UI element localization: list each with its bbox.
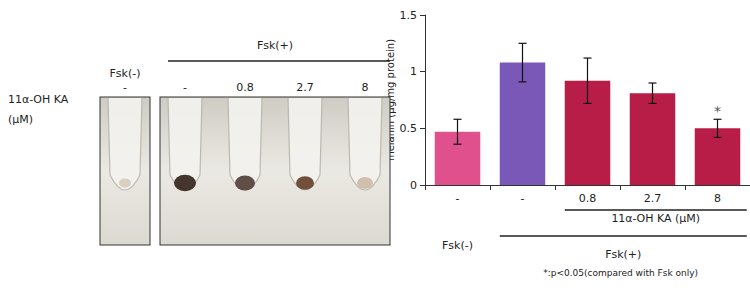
- svg-text:8: 8: [714, 192, 721, 205]
- svg-text:11α-OH KA (μM): 11α-OH KA (μM): [611, 212, 700, 225]
- svg-text:-: -: [123, 81, 127, 94]
- svg-text:Fsk(-): Fsk(-): [110, 67, 141, 80]
- svg-text:0.5: 0.5: [400, 122, 418, 135]
- svg-text:0.8: 0.8: [236, 81, 254, 94]
- svg-text:*: *: [714, 103, 721, 119]
- svg-text:1: 1: [410, 65, 417, 78]
- svg-text:-: -: [456, 192, 460, 205]
- svg-text:11α-OH KA: 11α-OH KA: [8, 93, 69, 106]
- svg-text:-: -: [521, 192, 525, 205]
- svg-text:2.7: 2.7: [644, 192, 662, 205]
- svg-text:-: -: [183, 81, 187, 94]
- svg-text:8: 8: [362, 81, 369, 94]
- svg-text:*:p<0.05(compared with Fsk onl: *:p<0.05(compared with Fsk only): [543, 268, 698, 278]
- svg-text:Fsk(+): Fsk(+): [257, 39, 293, 52]
- svg-text:0: 0: [410, 179, 417, 192]
- svg-text:1.5: 1.5: [400, 9, 418, 22]
- svg-text:Fsk(-): Fsk(-): [442, 239, 473, 252]
- svg-text:0.8: 0.8: [579, 192, 597, 205]
- svg-text:(μM): (μM): [8, 113, 33, 126]
- svg-text:2.7: 2.7: [296, 81, 314, 94]
- svg-text:Fsk(+): Fsk(+): [605, 248, 641, 261]
